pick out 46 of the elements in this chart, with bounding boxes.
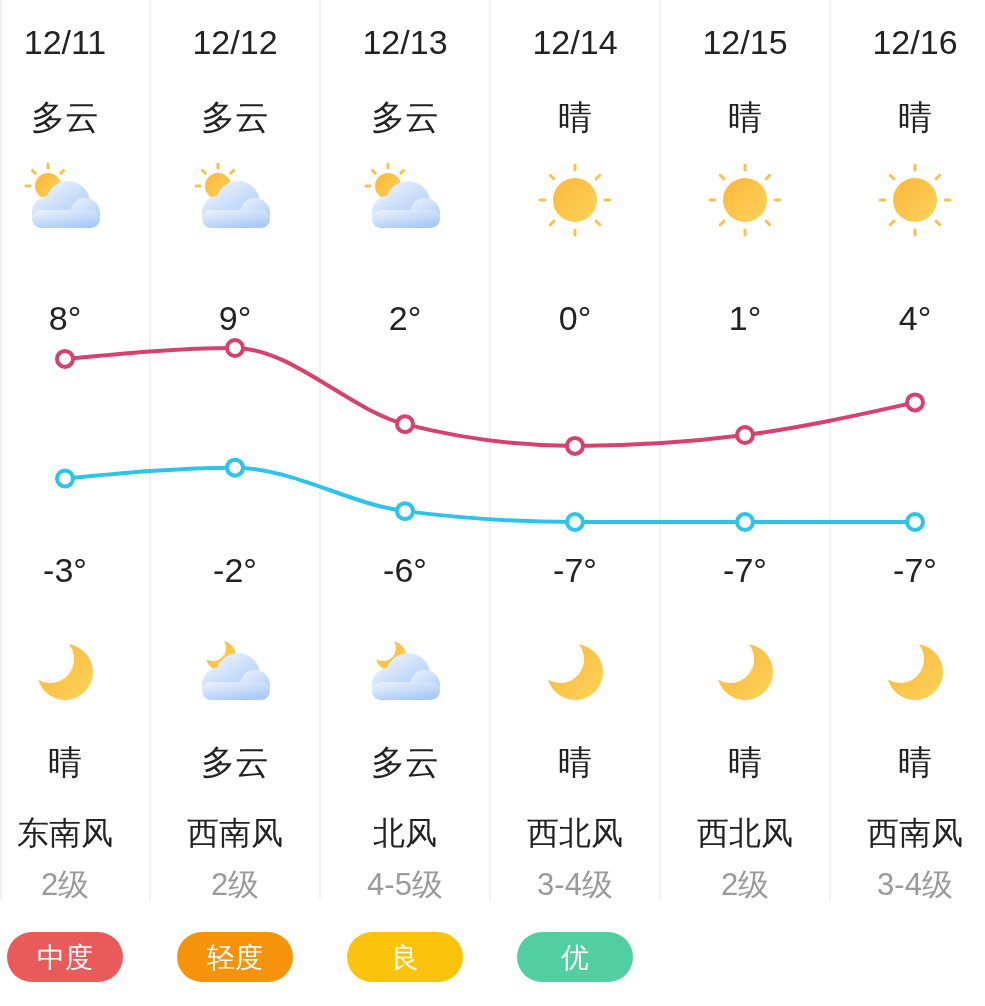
annotation: 西南风 (867, 815, 963, 851)
data-label: -7° (553, 551, 597, 589)
annotation: 西北风 (697, 815, 793, 851)
data-label: 2° (388, 299, 422, 337)
annotation: 晴 (558, 98, 592, 136)
annotation: 多云 (31, 98, 99, 136)
annotation: 晴 (728, 743, 762, 781)
annotation: 4-5级 (367, 866, 443, 902)
data-label: -3° (43, 551, 87, 589)
annotation: 晴 (898, 98, 932, 136)
x-tick-label: 12/14 (532, 23, 618, 61)
annotation: 3-4级 (877, 866, 953, 902)
annotation: 晴 (728, 98, 762, 136)
annotation: 多云 (201, 98, 269, 136)
data-label: 8° (48, 299, 82, 337)
data-label: -7° (723, 551, 767, 589)
annotation: 晴 (48, 743, 82, 781)
x-tick-label: 12/13 (362, 23, 448, 61)
annotation: 东南风 (17, 815, 113, 851)
annotation: 晴 (558, 743, 592, 781)
annotation: 轻度 (207, 941, 263, 973)
annotation: 2级 (40, 866, 90, 902)
data-label: 4° (898, 299, 932, 337)
annotation: 良 (391, 941, 419, 973)
annotation: 多云 (371, 98, 439, 136)
annotation: 晴 (898, 743, 932, 781)
data-label: -6° (383, 551, 427, 589)
data-label: 9° (218, 299, 252, 337)
data-label: -2° (213, 551, 257, 589)
annotation: 优 (561, 941, 589, 973)
data-label: 0° (558, 299, 592, 337)
x-tick-label: 12/15 (702, 23, 788, 61)
data-label: -7° (893, 551, 937, 589)
annotation: 多云 (201, 743, 269, 781)
annotation: 西北风 (527, 815, 623, 851)
annotation: 中度 (37, 941, 93, 973)
annotation: 2级 (720, 866, 770, 902)
annotation: 西南风 (187, 815, 283, 851)
x-tick-label: 12/16 (872, 23, 958, 61)
annotation: 3-4级 (537, 866, 613, 902)
data-label: 1° (728, 299, 762, 337)
x-tick-label: 12/12 (192, 23, 278, 61)
x-tick-label: 12/11 (23, 23, 107, 61)
annotation: 2级 (210, 866, 260, 902)
annotation: 多云 (371, 743, 439, 781)
annotation: 北风 (373, 815, 437, 851)
